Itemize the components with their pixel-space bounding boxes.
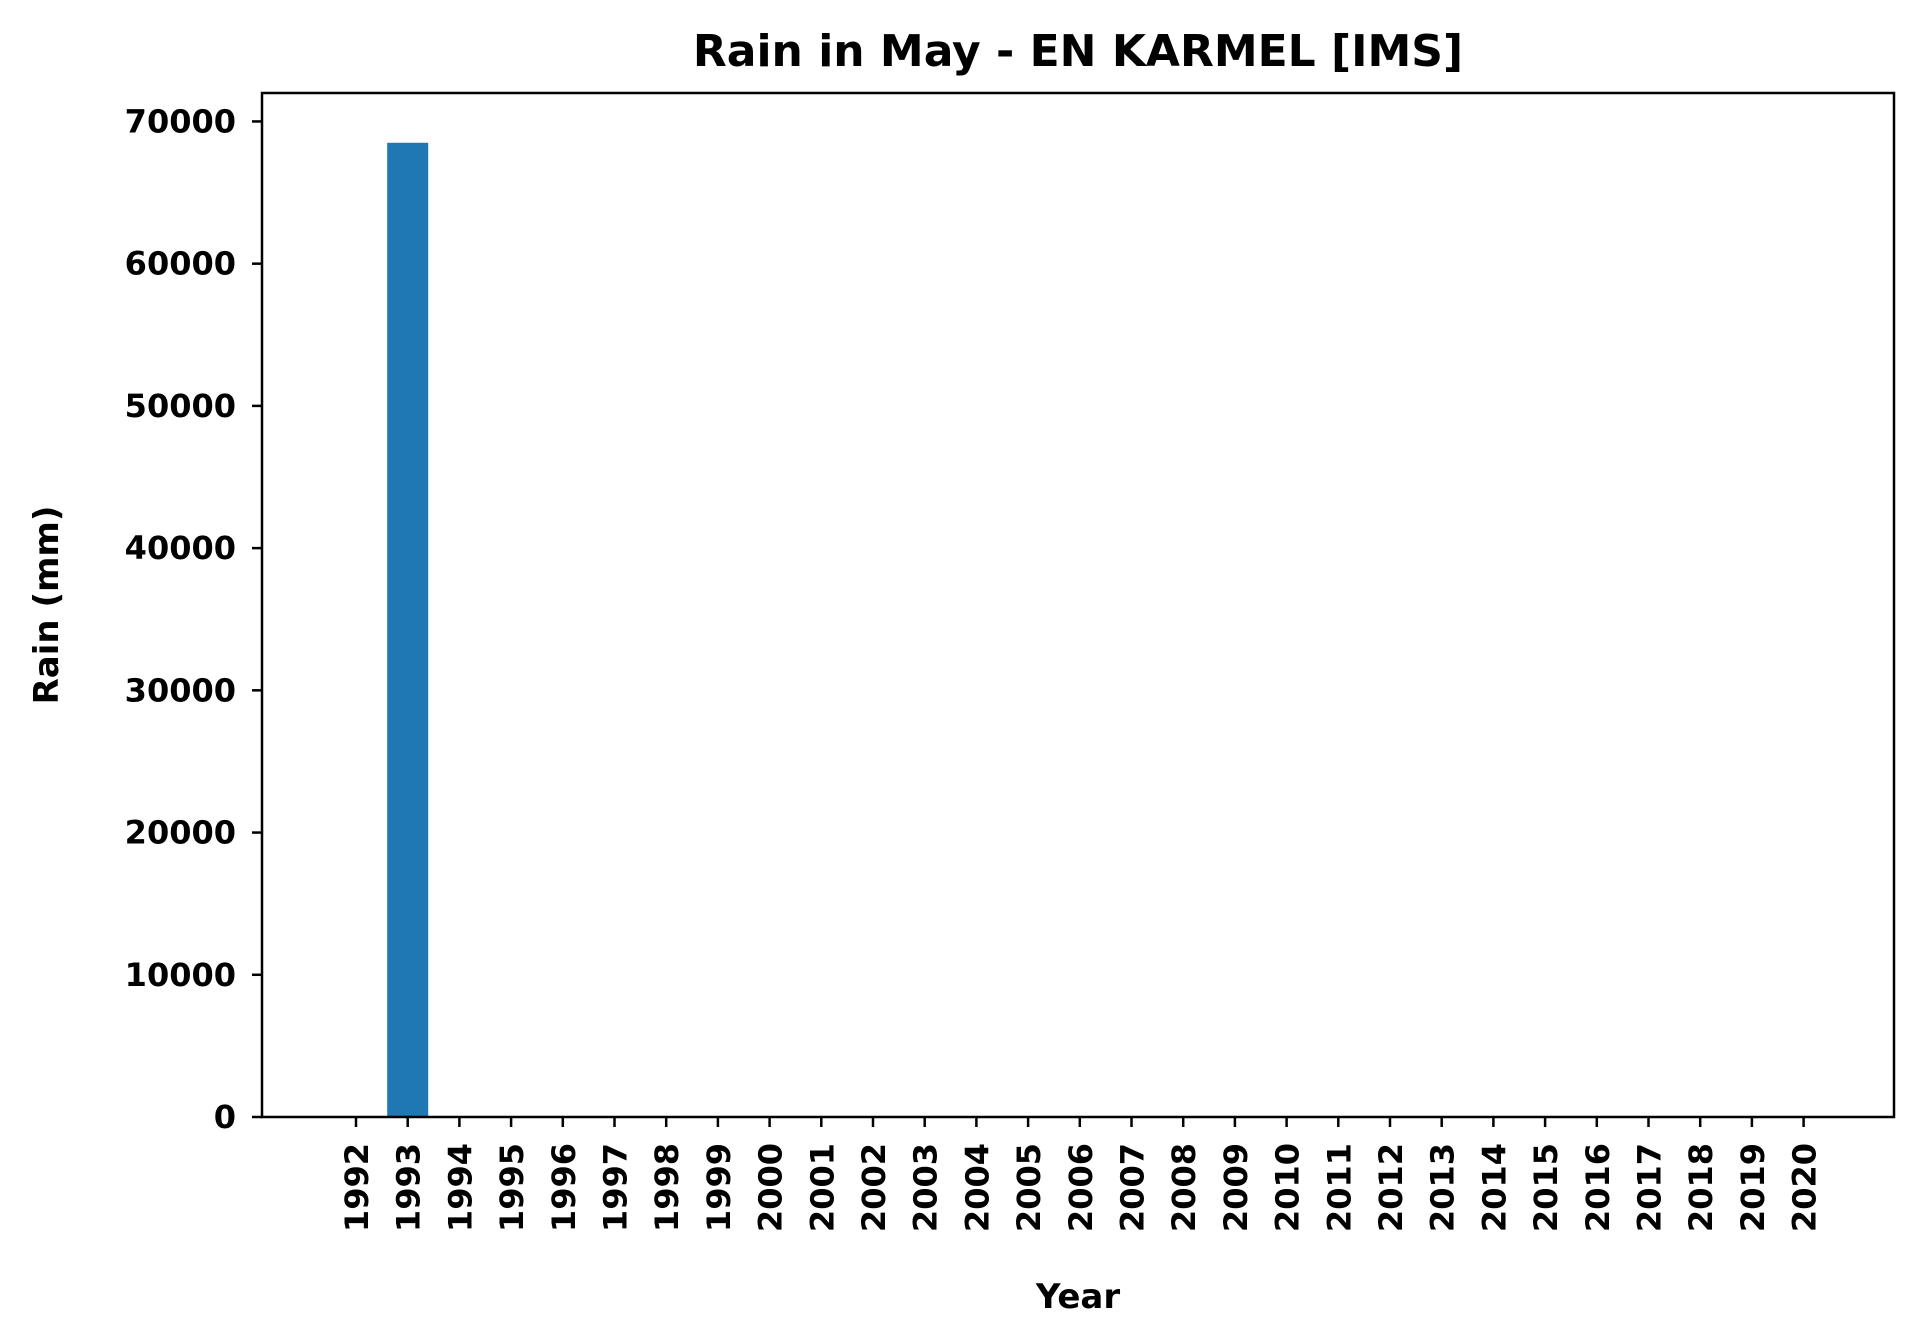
y-tick-label-70000: 70000 (125, 102, 236, 140)
x-tick-label-1993: 1993 (390, 1143, 428, 1232)
x-tick-label-2015: 2015 (1527, 1143, 1565, 1232)
y-tick-label-20000: 20000 (125, 814, 236, 852)
x-tick-label-1998: 1998 (648, 1143, 686, 1232)
x-axis-label: Year (1035, 1277, 1121, 1317)
x-tick-label-2007: 2007 (1114, 1143, 1152, 1232)
y-tick-label-60000: 60000 (125, 245, 236, 283)
x-tick-label-2001: 2001 (803, 1143, 841, 1232)
x-tick-label-2011: 2011 (1320, 1143, 1358, 1232)
chart-title: Rain in May - EN KARMEL [IMS] (693, 26, 1463, 77)
y-tick-label-0: 0 (214, 1098, 236, 1136)
x-tick-label-2003: 2003 (907, 1143, 945, 1232)
x-tick-label-2006: 2006 (1062, 1143, 1100, 1232)
x-tick-label-2020: 2020 (1786, 1143, 1824, 1232)
x-tick-label-2012: 2012 (1372, 1143, 1410, 1232)
x-tick-label-2019: 2019 (1734, 1143, 1772, 1232)
x-tick-label-1994: 1994 (441, 1143, 479, 1232)
x-tick-label-2009: 2009 (1217, 1143, 1255, 1232)
x-axis: 1992 1993 1994 1995 1996 1997 1998 1999 2000 2001… (338, 1117, 1824, 1232)
x-tick-label-2018: 2018 (1682, 1143, 1720, 1232)
x-tick-label-1996: 1996 (545, 1143, 583, 1232)
y-tick-label-30000: 30000 (125, 671, 236, 709)
bar-1993 (387, 142, 429, 1117)
x-tick-label-1999: 1999 (700, 1143, 738, 1232)
x-tick-label-2008: 2008 (1165, 1143, 1203, 1232)
y-axis: 0 10000 20000 30000 40000 50000 60000 70000 (125, 102, 262, 1136)
x-tick-label-1997: 1997 (597, 1143, 635, 1232)
x-tick-label-2000: 2000 (752, 1143, 790, 1232)
x-tick-label-2002: 2002 (855, 1143, 893, 1232)
x-tick-label-2004: 2004 (958, 1143, 996, 1232)
bars-group (387, 142, 429, 1117)
x-tick-label-1995: 1995 (493, 1143, 531, 1232)
x-tick-label-2010: 2010 (1269, 1143, 1307, 1232)
plot-frame (260, 91, 1896, 1119)
y-tick-label-10000: 10000 (125, 956, 236, 994)
x-tick-label-1992: 1992 (338, 1143, 376, 1232)
y-axis-label: Rain (mm) (27, 506, 67, 705)
x-tick-label-2016: 2016 (1579, 1143, 1617, 1232)
x-tick-label-2005: 2005 (1010, 1143, 1048, 1232)
x-tick-label-2014: 2014 (1475, 1143, 1513, 1232)
y-tick-label-40000: 40000 (125, 529, 236, 567)
y-tick-label-50000: 50000 (125, 387, 236, 425)
x-tick-label-2017: 2017 (1631, 1143, 1669, 1232)
x-tick-label-2013: 2013 (1424, 1143, 1462, 1232)
